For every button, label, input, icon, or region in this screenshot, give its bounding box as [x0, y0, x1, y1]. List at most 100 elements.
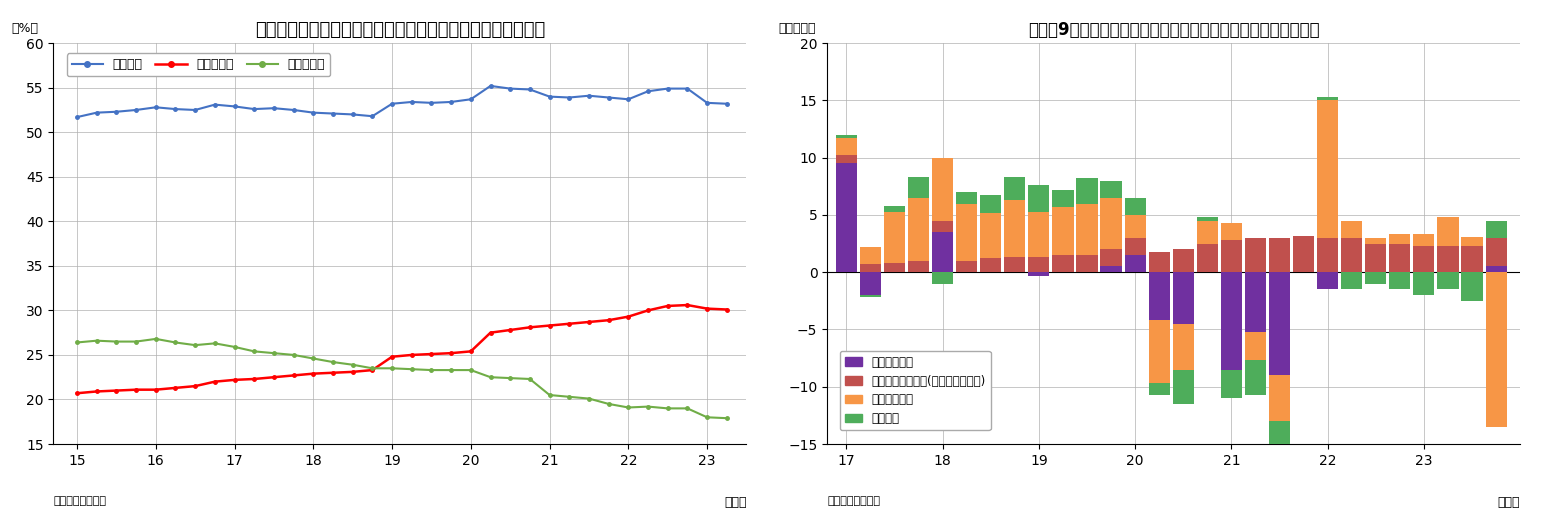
Bar	[932, 272, 954, 284]
Bar	[860, 295, 881, 297]
Bar	[1318, 238, 1338, 272]
Bar	[885, 206, 905, 211]
Bar	[1220, 223, 1242, 240]
Bar	[1390, 234, 1410, 244]
Bar	[1486, 238, 1507, 267]
Bar	[1077, 178, 1097, 203]
Bar	[1365, 238, 1387, 244]
Text: （%）: （%）	[12, 22, 39, 35]
Bar	[1100, 250, 1122, 267]
Bar	[1077, 255, 1097, 272]
Bar	[1053, 190, 1074, 207]
Bar	[860, 247, 881, 264]
Bar	[1125, 238, 1145, 255]
Title: （図表9）外貨預金・投信（確定拠出年金内）・国債等のフロー: （図表9）外貨預金・投信（確定拠出年金内）・国債等のフロー	[1028, 21, 1319, 39]
Bar	[1125, 255, 1145, 272]
Bar	[885, 263, 905, 272]
Bar	[1220, 240, 1242, 272]
Bar	[1028, 185, 1049, 211]
Bar	[1318, 100, 1338, 238]
Bar	[1100, 181, 1122, 198]
Bar	[1125, 198, 1145, 215]
Bar	[860, 272, 881, 295]
Bar	[1220, 370, 1242, 398]
Text: （資料）日本銀行: （資料）日本銀行	[828, 496, 880, 506]
Bar	[1005, 177, 1025, 200]
Bar	[1197, 221, 1217, 244]
Bar	[1413, 272, 1435, 295]
Bar	[1365, 244, 1387, 272]
Legend: 現預金計, 流動性預金, 定期性預金: 現預金計, 流動性預金, 定期性預金	[66, 54, 330, 76]
Bar	[1438, 246, 1459, 272]
Bar	[1390, 272, 1410, 289]
Bar	[1438, 217, 1459, 246]
Bar	[1148, 252, 1170, 272]
Bar	[1268, 238, 1290, 272]
Bar	[1461, 246, 1482, 272]
Bar	[908, 261, 929, 272]
Bar	[835, 156, 857, 164]
Bar	[955, 203, 977, 261]
Bar	[1148, 272, 1170, 320]
Bar	[835, 138, 857, 156]
Bar	[980, 195, 1002, 213]
Bar	[1438, 272, 1459, 289]
Bar	[1318, 272, 1338, 289]
Bar	[1197, 244, 1217, 272]
Bar	[1173, 370, 1194, 404]
Bar	[1318, 97, 1338, 100]
Bar	[1413, 246, 1435, 272]
Bar	[1293, 236, 1314, 272]
Bar	[955, 261, 977, 272]
Text: （資料）日本銀行: （資料）日本銀行	[54, 496, 106, 506]
Bar	[1148, 383, 1170, 395]
Bar	[908, 177, 929, 198]
Bar	[1173, 272, 1194, 324]
Bar	[1268, 272, 1290, 375]
Text: （千億円）: （千億円）	[778, 22, 817, 35]
Bar	[1486, 221, 1507, 238]
Bar	[1390, 244, 1410, 272]
Bar	[1341, 221, 1362, 238]
Legend: 国債・財投債, 投資信託受益証券(確定拠出年金内), 対外証券投資, 外貨預金: 国債・財投債, 投資信託受益証券(確定拠出年金内), 対外証券投資, 外貨預金	[840, 351, 991, 430]
Bar	[1268, 375, 1290, 421]
Bar	[1028, 211, 1049, 258]
Bar	[932, 158, 954, 221]
Bar	[1173, 324, 1194, 370]
Bar	[1028, 272, 1049, 276]
Bar	[1173, 250, 1194, 272]
Bar	[1100, 267, 1122, 272]
Bar	[1005, 200, 1025, 258]
Bar	[1245, 361, 1267, 395]
Bar	[1148, 320, 1170, 383]
Bar	[1053, 255, 1074, 272]
Bar	[1077, 203, 1097, 255]
Bar	[835, 164, 857, 272]
Bar	[1341, 238, 1362, 272]
Bar	[1268, 421, 1290, 461]
Bar	[1245, 238, 1267, 272]
Text: （年）: （年）	[724, 496, 746, 509]
Bar	[1365, 272, 1387, 284]
Bar	[932, 232, 954, 272]
Bar	[1461, 237, 1482, 246]
Bar	[885, 211, 905, 263]
Bar	[1125, 215, 1145, 238]
Bar	[980, 259, 1002, 272]
Bar	[1100, 198, 1122, 250]
Text: （年）: （年）	[1498, 496, 1519, 509]
Bar	[1197, 217, 1217, 221]
Bar	[1413, 234, 1435, 246]
Bar	[955, 192, 977, 203]
Bar	[1245, 272, 1267, 332]
Bar	[1486, 267, 1507, 272]
Bar	[860, 264, 881, 272]
Bar	[980, 213, 1002, 259]
Bar	[1053, 207, 1074, 255]
Bar	[1461, 272, 1482, 301]
Bar	[1028, 258, 1049, 272]
Bar	[835, 135, 857, 138]
Title: （図表８）流動性・定期性預金の個人金融資産に占める割合: （図表８）流動性・定期性預金の個人金融資産に占める割合	[254, 21, 546, 39]
Bar	[908, 198, 929, 261]
Bar	[1245, 332, 1267, 361]
